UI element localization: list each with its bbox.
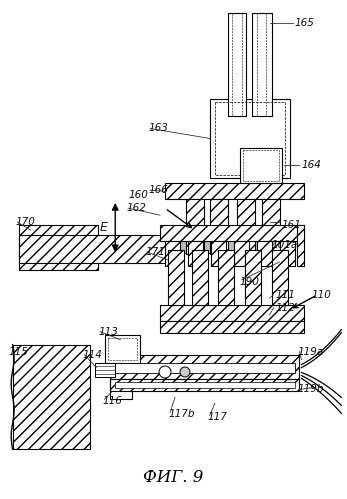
Text: 166: 166	[148, 185, 168, 195]
Bar	[192, 250, 208, 305]
Text: 171: 171	[145, 247, 165, 257]
Bar	[245, 250, 261, 305]
Bar	[211, 241, 226, 266]
Bar	[115, 382, 295, 388]
Bar	[105, 335, 140, 363]
Text: 163: 163	[148, 123, 168, 134]
Text: 164: 164	[302, 160, 321, 170]
Text: 101a: 101a	[272, 240, 298, 250]
Bar	[165, 241, 180, 266]
Text: 116: 116	[102, 396, 122, 406]
Circle shape	[180, 367, 190, 377]
Bar	[234, 241, 249, 266]
Text: 119b: 119b	[297, 384, 324, 394]
Bar	[210, 199, 228, 254]
Bar	[160, 225, 304, 241]
Bar	[188, 241, 203, 266]
Bar	[218, 250, 234, 305]
Bar	[272, 241, 280, 253]
Bar	[186, 199, 204, 254]
Bar	[215, 102, 285, 175]
Bar	[160, 321, 304, 333]
Bar	[19, 235, 173, 263]
Text: ФИГ. 9: ФИГ. 9	[143, 469, 203, 486]
Text: 111: 111	[276, 290, 295, 300]
Bar	[272, 250, 288, 305]
Text: 161: 161	[281, 220, 302, 230]
Circle shape	[159, 366, 171, 378]
Bar	[249, 241, 257, 253]
Text: 114: 114	[82, 350, 102, 360]
Bar	[168, 250, 184, 305]
Bar	[237, 199, 255, 254]
Bar	[110, 355, 299, 379]
Bar	[210, 99, 289, 178]
Bar	[226, 241, 234, 253]
Bar	[160, 305, 304, 321]
Text: 110: 110	[312, 290, 331, 300]
Text: 190: 190	[240, 277, 260, 287]
Text: 162: 162	[126, 203, 146, 213]
Bar	[12, 345, 90, 449]
Text: 115: 115	[9, 347, 28, 357]
Bar	[95, 363, 115, 377]
Bar	[262, 199, 280, 254]
Bar	[257, 241, 272, 266]
Bar	[165, 183, 304, 199]
Text: 165: 165	[295, 18, 314, 28]
Text: 113: 113	[98, 327, 118, 337]
Text: 170: 170	[16, 217, 35, 227]
Bar	[180, 241, 188, 253]
Text: 117: 117	[208, 412, 228, 422]
Bar	[19, 225, 98, 270]
Bar	[203, 241, 211, 253]
Bar	[252, 13, 272, 116]
Bar	[240, 148, 281, 183]
Bar	[110, 379, 299, 391]
Text: 160: 160	[128, 190, 148, 200]
Text: E: E	[99, 221, 107, 234]
Text: 119a: 119a	[297, 347, 324, 357]
Text: 112: 112	[276, 303, 295, 313]
Bar	[115, 363, 295, 373]
Text: 117b: 117b	[168, 409, 195, 419]
Bar	[228, 13, 246, 116]
Bar	[296, 225, 304, 266]
Bar	[108, 338, 137, 360]
Bar	[243, 150, 279, 181]
Bar	[280, 241, 295, 266]
